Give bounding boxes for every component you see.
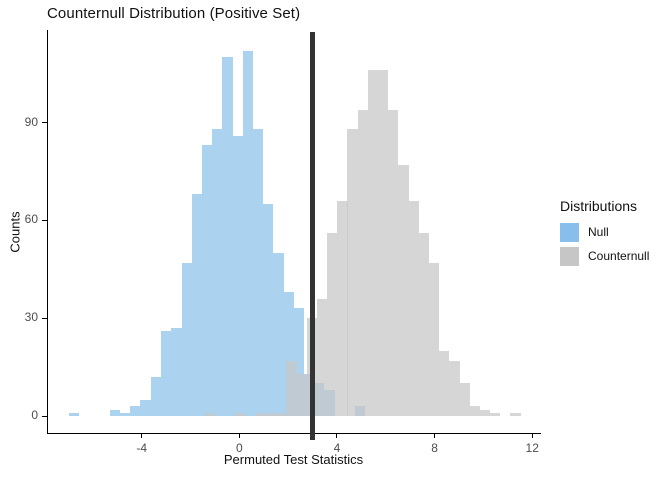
histogram-bar-counternull (367, 70, 379, 417)
histogram-bar-counternull (439, 350, 450, 417)
histogram-bar-null (160, 331, 172, 417)
histogram-bar-counternull (276, 412, 287, 417)
histogram-bar-null (212, 129, 223, 417)
x-tick-mark (141, 433, 143, 438)
histogram-bar-counternull (418, 233, 430, 417)
histogram-bar-null (140, 399, 151, 417)
histogram-bar-null (252, 129, 264, 417)
histogram-bar-null (273, 253, 284, 417)
y-tick-label: 30 (24, 310, 38, 325)
x-tick-label: 4 (333, 441, 341, 455)
reference-vline (310, 32, 316, 440)
y-tick-label: 90 (24, 114, 38, 129)
histogram-bar-counternull (378, 70, 389, 417)
y-tick-mark (42, 415, 47, 417)
histogram-bar-counternull (255, 412, 267, 417)
y-tick-label: 60 (24, 212, 38, 227)
histogram-bar-null (171, 328, 182, 417)
legend-key-swatch (560, 246, 579, 266)
histogram-bar-counternull (316, 298, 328, 417)
histogram-bar-counternull (469, 406, 480, 417)
chart-title: Counternull Distribution (Positive Set) (47, 5, 301, 22)
histogram-bar-counternull (286, 360, 297, 417)
histogram-bar-counternull (388, 109, 399, 417)
histogram-bar-null (222, 57, 233, 417)
histogram-bar-null (283, 292, 294, 417)
y-tick-mark (42, 317, 47, 319)
histogram-bar-counternull (204, 412, 216, 417)
histogram-bar-null (232, 135, 243, 417)
legend-item-counternull: Counternull (560, 246, 649, 266)
histogram-bar-counternull (357, 109, 368, 417)
histogram-bar-counternull (337, 200, 348, 417)
histogram-bar-counternull (449, 360, 460, 417)
legend-key-swatch (560, 222, 579, 242)
histogram-bar-counternull (479, 409, 491, 417)
legend: Distributions Null Counternull (560, 198, 649, 270)
histogram-bar-counternull (490, 412, 501, 417)
histogram-bar-counternull (296, 373, 307, 417)
x-tick-label: 0 (235, 441, 243, 455)
histogram-bar-counternull (459, 383, 470, 417)
x-tick-mark (434, 433, 436, 438)
histogram-bar-counternull (347, 129, 358, 417)
histogram-bar-null (109, 409, 121, 417)
y-tick-mark (42, 219, 47, 221)
x-axis-title: Permuted Test Statistics (223, 452, 364, 467)
histogram-bar-null (150, 376, 161, 417)
histogram-bar-counternull (510, 412, 521, 417)
x-tick-mark (336, 433, 338, 438)
legend-items: Null Counternull (560, 222, 649, 266)
histogram-bar-null (242, 50, 253, 417)
y-tick-mark (42, 122, 47, 124)
x-tick-label: -4 (136, 441, 148, 455)
histogram-bar-null (130, 406, 141, 417)
histogram-bar-null (68, 412, 79, 417)
histogram-bar-counternull (398, 164, 409, 417)
histogram-bar-null (293, 308, 305, 417)
histogram-bar-counternull (428, 262, 440, 417)
histogram-bar-counternull (265, 412, 277, 417)
histogram-bar-null (181, 262, 192, 417)
histogram-bar-counternull (327, 233, 338, 417)
legend-title: Distributions (560, 198, 638, 214)
plot-panel: -4 0 4 8 12 0 30 60 90 (25, 30, 541, 455)
histogram-bar-null (263, 204, 274, 417)
y-tick-label: 0 (31, 408, 38, 423)
x-tick-label: 8 (431, 441, 438, 455)
histogram-bar-counternull (235, 412, 246, 417)
x-tick-label: 12 (525, 441, 539, 455)
histogram-bar-counternull (408, 200, 419, 417)
x-tick-mark (531, 433, 533, 438)
legend-item-null: Null (560, 222, 649, 242)
x-tick-mark (238, 433, 240, 438)
legend-item-label: Counternull (588, 249, 650, 263)
legend-item-label: Null (588, 225, 609, 239)
histogram-bar-null (191, 194, 202, 417)
histogram-bar-null (120, 412, 131, 417)
histogram-bar-null (201, 145, 212, 417)
